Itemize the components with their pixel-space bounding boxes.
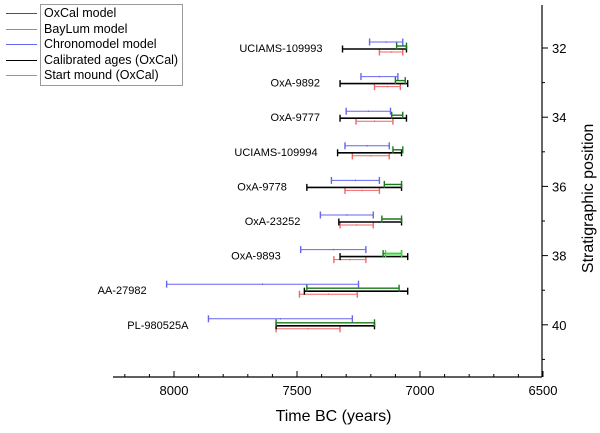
sample-label: OxA-23252 bbox=[245, 216, 301, 228]
range-bar-start bbox=[384, 250, 403, 258]
x-axis-title: Time BC (years) bbox=[276, 408, 392, 425]
range-bar-oxcal bbox=[383, 180, 403, 188]
range-bar-chrono bbox=[368, 38, 404, 46]
legend-item: Start mound (OxCal) bbox=[6, 68, 182, 83]
range-bar-chrono bbox=[345, 107, 392, 115]
legend-swatch bbox=[6, 59, 37, 61]
sample-label: OxA-9778 bbox=[237, 181, 287, 193]
range-bar-chrono bbox=[319, 211, 374, 219]
range-bar-oxcal bbox=[306, 284, 400, 292]
range-bar-calib bbox=[303, 287, 409, 295]
y-tick-label: 32 bbox=[552, 41, 566, 56]
y-tick-label: 38 bbox=[552, 249, 566, 264]
range-bar-oxcal bbox=[395, 42, 408, 50]
range-bar-chrono bbox=[344, 142, 390, 150]
range-bar-oxcal bbox=[392, 146, 404, 154]
range-bar-oxcal bbox=[391, 111, 404, 119]
range-bar-calib bbox=[339, 253, 409, 261]
legend: OxCal model BayLum model Chronomodel model… bbox=[6, 4, 183, 86]
legend-label: Start mound (OxCal) bbox=[44, 68, 159, 83]
sample-labels: UCIAMS-109993 OxA-9892 OxA-9777 UCIAMS-1099… bbox=[98, 43, 323, 332]
legend-swatch bbox=[6, 75, 37, 77]
legend-item: Calibrated ages (OxCal) bbox=[6, 52, 182, 68]
legend-swatch bbox=[6, 44, 37, 46]
range-bar-chrono bbox=[360, 73, 399, 81]
range-bars bbox=[165, 38, 409, 333]
sample-label: OxA-9893 bbox=[231, 251, 281, 263]
range-bar-calib bbox=[336, 149, 403, 157]
legend-item: BayLum model bbox=[6, 21, 182, 37]
x-tick-label: 6500 bbox=[529, 383, 558, 398]
legend-label: Calibrated ages (OxCal) bbox=[44, 52, 179, 67]
range-bar-chrono bbox=[330, 176, 381, 184]
legend-swatch bbox=[6, 13, 37, 14]
axes: 8000 7500 7000 6500 Time BC (years) 32 34 36 38 4… bbox=[113, 5, 597, 425]
legend-swatch bbox=[6, 28, 37, 30]
legend-label: BayLum model bbox=[44, 21, 128, 36]
y-tick-label: 36 bbox=[552, 179, 566, 194]
range-bar-chrono bbox=[165, 280, 360, 288]
range-bar-calib bbox=[339, 80, 409, 88]
y-tick-label: 34 bbox=[552, 110, 566, 125]
range-bar-calib bbox=[339, 114, 408, 122]
range-bar-chrono bbox=[207, 315, 354, 323]
sample-label: OxA-9892 bbox=[271, 78, 321, 90]
range-bar-oxcal bbox=[275, 319, 376, 327]
sample-label: UCIAMS-109993 bbox=[239, 43, 322, 55]
range-bar-oxcal bbox=[381, 215, 403, 223]
y-axis-title: Stratigraphic position bbox=[580, 124, 597, 273]
sample-label: AA-27982 bbox=[98, 285, 147, 297]
legend-label: Chronomodel model bbox=[44, 37, 157, 52]
y-tick-label: 40 bbox=[552, 318, 566, 333]
range-bar-oxcal bbox=[394, 77, 406, 85]
legend-item: Chronomodel model bbox=[6, 37, 182, 52]
range-bar-chrono bbox=[299, 246, 367, 254]
x-tick-label: 8000 bbox=[160, 383, 189, 398]
x-tick-label: 7500 bbox=[283, 383, 312, 398]
legend-label: OxCal model bbox=[44, 6, 117, 20]
sample-label: OxA-9777 bbox=[271, 112, 321, 124]
x-tick-label: 7000 bbox=[406, 383, 435, 398]
sample-label: PL-980525A bbox=[127, 320, 189, 332]
legend-item: OxCal model bbox=[6, 6, 182, 21]
sample-label: UCIAMS-109994 bbox=[234, 147, 317, 159]
